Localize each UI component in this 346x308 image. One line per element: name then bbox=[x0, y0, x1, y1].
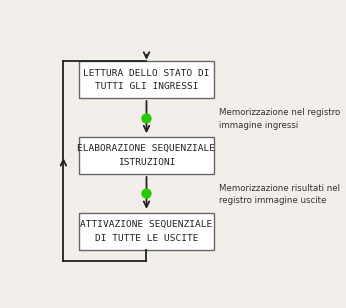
Text: ELABORAZIONE SEQUENZIALE
ISTRUZIONI: ELABORAZIONE SEQUENZIALE ISTRUZIONI bbox=[78, 144, 216, 167]
FancyBboxPatch shape bbox=[80, 61, 213, 98]
Text: LETTURA DELLO STATO DI
TUTTI GLI INGRESSI: LETTURA DELLO STATO DI TUTTI GLI INGRESS… bbox=[83, 69, 210, 91]
Point bbox=[144, 115, 149, 120]
FancyBboxPatch shape bbox=[80, 213, 213, 250]
Text: Memorizzazione risultati nel
registro immagine uscite: Memorizzazione risultati nel registro im… bbox=[219, 184, 340, 205]
Text: ATTIVAZIONE SEQUENZIALE
DI TUTTE LE USCITE: ATTIVAZIONE SEQUENZIALE DI TUTTE LE USCI… bbox=[80, 220, 212, 242]
FancyBboxPatch shape bbox=[80, 137, 213, 174]
Point bbox=[144, 191, 149, 196]
Text: Memorizzazione nel registro
immagine ingressi: Memorizzazione nel registro immagine ing… bbox=[219, 108, 340, 130]
